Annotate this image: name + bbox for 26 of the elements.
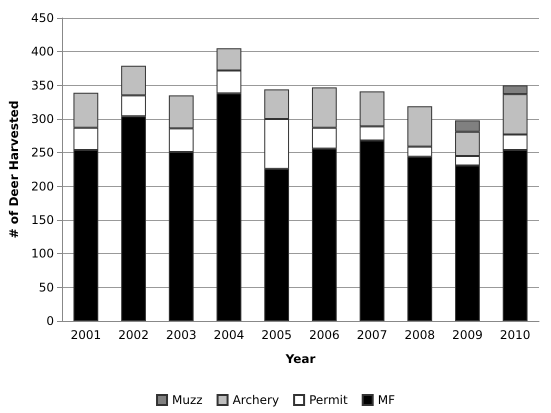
legend-label: Archery [232,393,280,407]
x-tick-label: 2007 [356,328,388,342]
y-axis-title: # of Deer Harvested [7,100,22,238]
y-tick-label: 250 [31,146,54,160]
y-tick-label: 100 [31,246,54,261]
y-tick-label: 350 [31,78,54,92]
x-tick-label: 2003 [166,328,197,342]
x-tick-label: 2010 [500,328,530,342]
y-tick-label: 150 [31,213,54,227]
x-tick-label: 2004 [214,328,244,342]
legend-label: Permit [309,393,348,407]
y-tick-label: 50 [38,280,54,294]
x-tick-label: 2005 [261,328,292,342]
y-tick-label: 450 [31,11,54,25]
x-tick-label: 2008 [404,328,436,342]
x-tick-label: 2009 [452,328,483,342]
legend-label: Muzz [172,393,203,407]
x-tick-label: 2001 [70,328,102,342]
y-tick-label: 300 [31,112,54,126]
y-tick-label: 400 [31,44,54,59]
x-tick-label: 2006 [309,328,340,342]
x-tick-label: 2002 [118,328,149,342]
y-tick-label: 200 [31,179,54,194]
legend-label: MF [378,393,396,407]
x-axis-title: Year [284,352,316,366]
y-tick-label: 0 [46,314,54,328]
